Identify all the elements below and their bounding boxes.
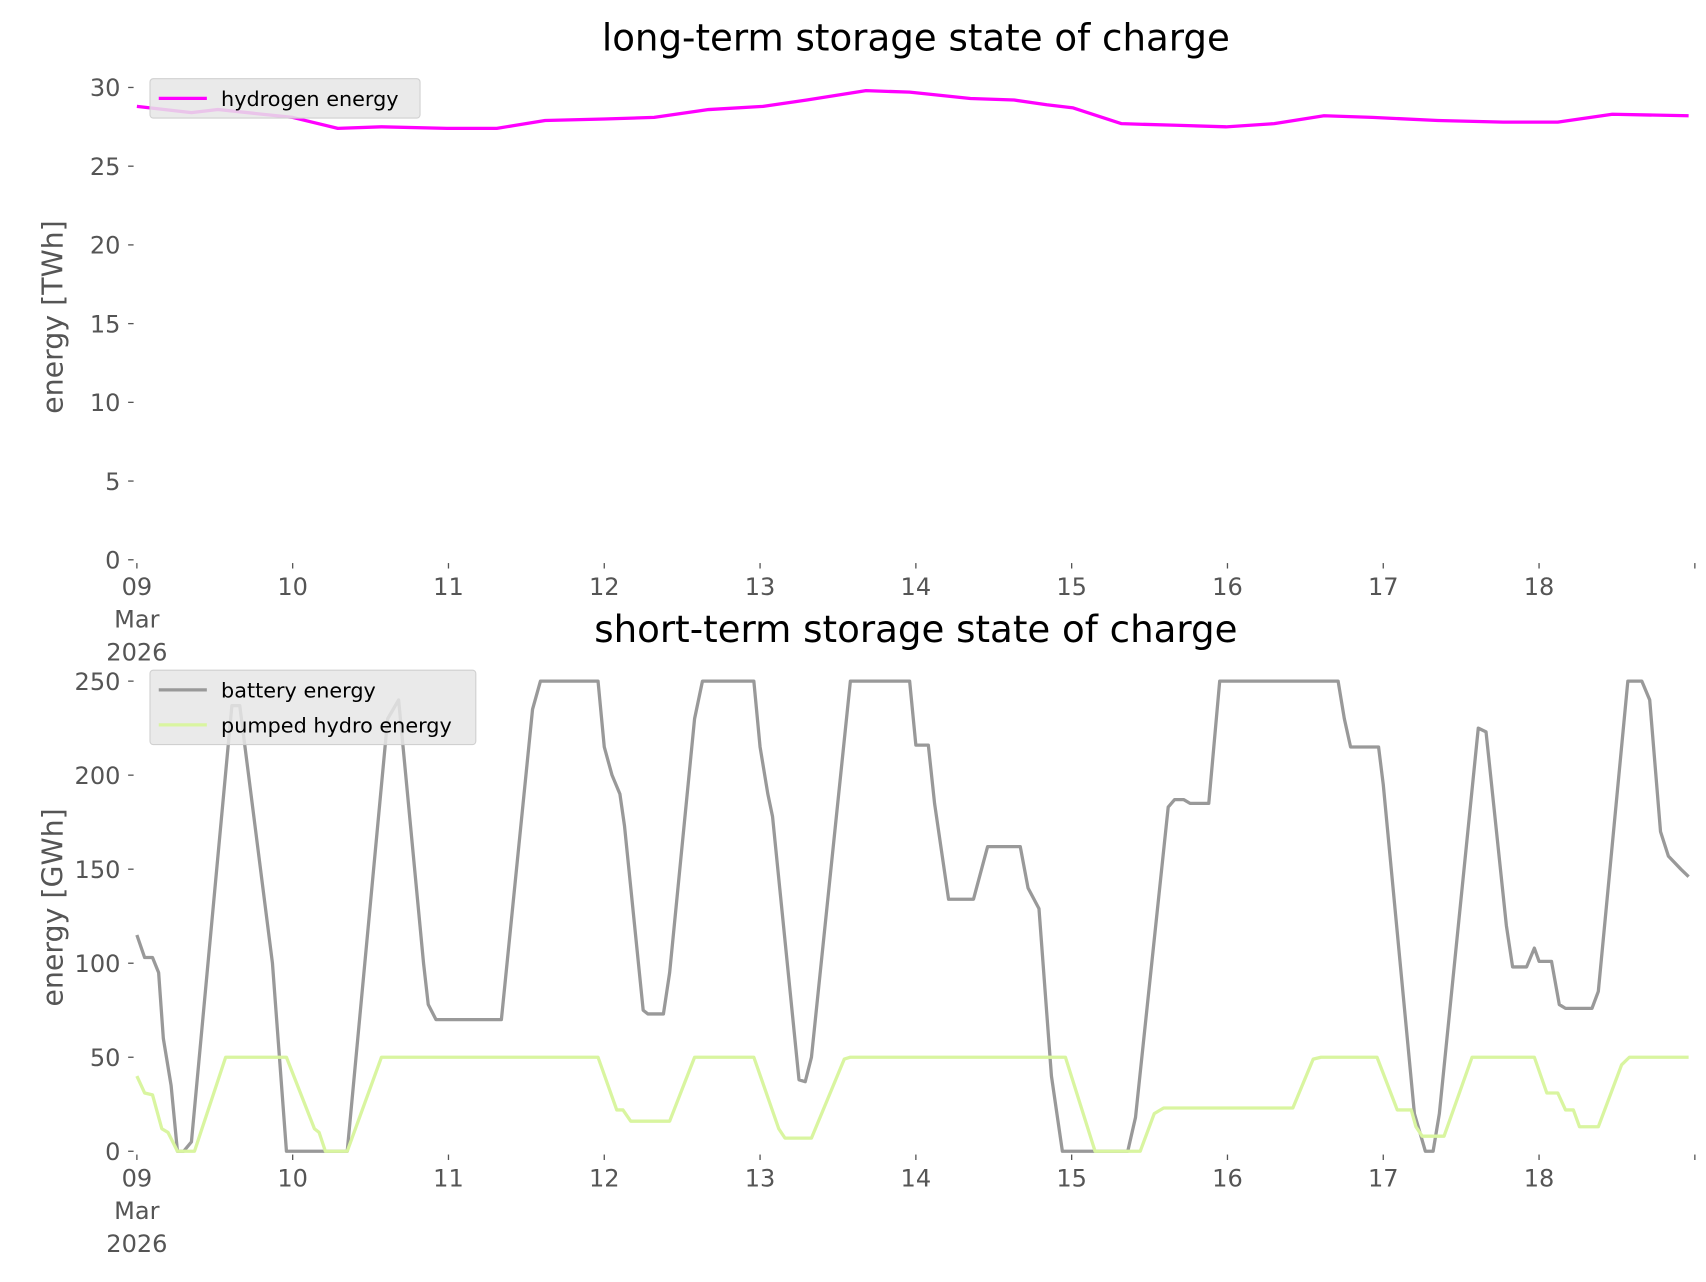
x-tick-label: 11	[433, 1164, 464, 1192]
x-tick-label: 16	[1212, 1164, 1243, 1192]
x-tick-label: 12	[589, 1164, 620, 1192]
x-tick-label-line: Mar	[114, 1197, 159, 1225]
x-tick-label: 13	[745, 573, 776, 601]
y-tick-label: 20	[90, 232, 121, 260]
x-tick-label: 14	[901, 1164, 932, 1192]
x-tick-label: 18	[1524, 1164, 1555, 1192]
x-tick-label-line: 18	[1524, 573, 1555, 601]
x-tick-label: 09 Mar 2026	[106, 1164, 167, 1258]
x-tick-label-line: 17	[1368, 573, 1399, 601]
y-axis-label: energy [TWh]	[37, 220, 70, 414]
x-tick-label-line: 10	[277, 573, 308, 601]
y-tick-label: 25	[90, 153, 121, 181]
x-tick-label: 15	[1056, 573, 1087, 601]
y-tick-label: 0	[105, 547, 120, 575]
x-tick-label-line: 11	[433, 1164, 464, 1192]
x-tick-label-line: Mar	[114, 606, 159, 634]
x-tick-label: 14	[901, 573, 932, 601]
y-tick-label: 5	[105, 468, 120, 496]
y-tick-label: 200	[75, 762, 121, 790]
x-tick-label-line: 15	[1056, 573, 1087, 601]
x-tick-label: 17	[1368, 573, 1399, 601]
x-tick-label: 18	[1524, 573, 1555, 601]
y-tick-label: 50	[90, 1044, 121, 1072]
y-tick-label: 0	[105, 1138, 120, 1166]
x-tick-label-line: 13	[745, 1164, 776, 1192]
legend: hydrogen energy	[149, 78, 421, 119]
chart-title: short-term storage state of charge	[594, 607, 1237, 651]
x-tick-label: 15	[1056, 1164, 1087, 1192]
chart-title: long-term storage state of charge	[602, 15, 1230, 59]
x-tick-label: 16	[1212, 573, 1243, 601]
y-tick-label: 10	[90, 389, 121, 417]
x-tick-label-line: 11	[433, 573, 464, 601]
x-tick-label-line: 10	[277, 1164, 308, 1192]
y-tick-label: 250	[75, 668, 121, 696]
subplot-1: long-term storage state of charge energy …	[37, 15, 1696, 667]
x-tick-label-line: 12	[589, 1164, 620, 1192]
legend: battery energy pumped hydro energy	[149, 669, 477, 746]
x-tick-label: 09 Mar 2026	[106, 573, 167, 667]
y-tick-label: 150	[75, 856, 121, 884]
legend-box	[149, 669, 477, 746]
legend-label: battery energy	[221, 679, 376, 703]
x-tick-label-line: 09	[122, 1164, 153, 1192]
x-tick-label-line: 13	[745, 573, 776, 601]
x-tick-label: 10	[277, 1164, 308, 1192]
y-tick-label: 100	[75, 950, 121, 978]
x-tick-label-line: 14	[901, 1164, 932, 1192]
series-line-hydrogen-energy	[136, 88, 1689, 130]
series-line-battery-energy	[135, 679, 1690, 1153]
legend-label: pumped hydro energy	[221, 714, 452, 738]
series-line-pumped-hydro-energy	[135, 1055, 1689, 1153]
x-tick-label-line: 12	[589, 573, 620, 601]
legend-box	[149, 78, 421, 119]
legend-label: hydrogen energy	[221, 87, 398, 111]
x-tick-label: 12	[589, 573, 620, 601]
x-tick-label: 10	[277, 573, 308, 601]
x-tick-label-line: 2026	[106, 638, 167, 666]
x-tick-label: 13	[745, 1164, 776, 1192]
x-tick-label-line: 16	[1212, 1164, 1243, 1192]
subplot-2: short-term storage state of charge energy…	[37, 607, 1696, 1258]
x-tick-label-line: 15	[1056, 1164, 1087, 1192]
x-tick-label-line: 16	[1212, 573, 1243, 601]
x-tick-label-line: 14	[901, 573, 932, 601]
x-tick-label-line: 09	[122, 573, 153, 601]
y-tick-label: 30	[90, 74, 121, 102]
x-tick-label: 11	[433, 573, 464, 601]
x-tick-label-line: 18	[1524, 1164, 1555, 1192]
x-tick-label-line: 17	[1368, 1164, 1399, 1192]
x-tick-label: 17	[1368, 1164, 1399, 1192]
y-tick-label: 15	[90, 310, 121, 338]
y-axis-label: energy [GWh]	[37, 808, 70, 1006]
x-tick-label-line: 2026	[106, 1230, 167, 1258]
